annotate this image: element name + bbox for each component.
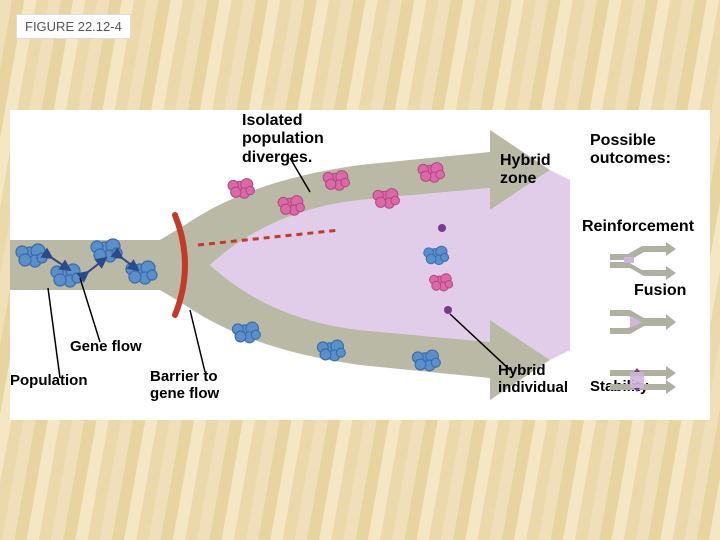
label-possible-outcomes: Possible outcomes:	[590, 132, 671, 169]
outcome-icon-reinforcement	[608, 240, 678, 280]
outcome-icon-stability	[608, 360, 678, 400]
label-isolated: Isolated population diverges.	[242, 112, 324, 167]
label-gene-flow: Gene flow	[70, 338, 142, 355]
outcome-icon-fusion	[608, 302, 678, 342]
label-hybrid-individual: Hybrid individual	[498, 362, 568, 397]
label-population: Population	[10, 372, 88, 389]
figure-label: FIGURE 22.12-4	[16, 14, 131, 39]
label-hybrid-zone: Hybrid zone	[500, 152, 551, 189]
label-barrier: Barrier to gene flow	[150, 368, 219, 403]
label-fusion: Fusion	[634, 282, 686, 300]
diagram-panel: Isolated population diverges. Hybrid zon…	[10, 110, 710, 420]
label-reinforcement: Reinforcement	[582, 218, 694, 236]
